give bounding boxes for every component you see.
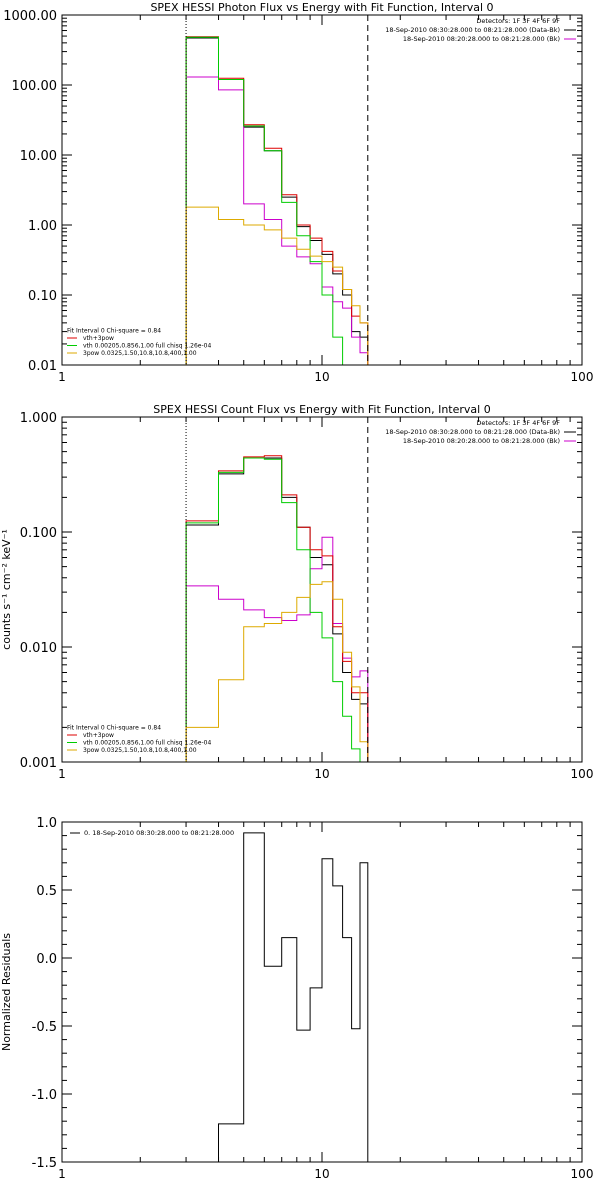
legend-entry: vth 0.00205,0.856,1.00 full chisq 1.26e-… <box>83 343 211 350</box>
y-tick-label: -1.0 <box>32 1088 57 1103</box>
legend-entry: vth+3pow <box>83 732 114 739</box>
series-bk <box>185 76 369 365</box>
x-tick-label: 1 <box>58 1167 66 1181</box>
chart-panel-2: SPEX HESSI Count Flux vs Energy with Fit… <box>0 403 593 781</box>
legend-entry: 3pow 0.0325,1.50,10.8,10.8,400,1.00 <box>83 350 197 357</box>
y-tick-label: -0.5 <box>32 1020 57 1035</box>
y-tick-label: 0.01 <box>28 359 57 374</box>
plot-area <box>185 455 369 762</box>
series-vth-3pow <box>185 36 369 365</box>
plot-area <box>185 36 369 365</box>
y-tick-label: 100.00 <box>12 79 58 94</box>
x-tick-label: 10 <box>314 370 329 384</box>
y-tick-label: 1000.00 <box>3 9 57 24</box>
x-tick-label: 100 <box>571 370 594 384</box>
plot-frame <box>61 416 583 763</box>
series-data-bk <box>185 37 369 365</box>
chart-title: SPEX HESSI Count Flux vs Energy with Fit… <box>153 403 490 416</box>
y-tick-label: 0.100 <box>20 526 57 541</box>
y-tick-label: -1.5 <box>32 1156 57 1171</box>
chart-panel-1: SPEX HESSI Photon Flux vs Energy with Fi… <box>3 1 593 384</box>
plot-frame <box>61 14 583 366</box>
plot-frame <box>61 821 583 1163</box>
y-tick-label: 0.10 <box>28 289 57 304</box>
x-tick-label: 10 <box>314 1167 329 1181</box>
series-0-18-sep-2010-08-30-28-000-to-08-21-28-000 <box>186 832 369 1162</box>
legend-entry: Fit Interval 0 Chi-square = 0.84 <box>67 328 161 335</box>
x-tick-label: 1 <box>58 767 66 781</box>
y-tick-label: 1.000 <box>20 411 57 426</box>
series-data-bk <box>185 457 369 762</box>
chart-title: SPEX HESSI Photon Flux vs Energy with Fi… <box>150 1 493 14</box>
legend-entry: 18-Sep-2010 08:30:28.000 to 08:21:28.000… <box>385 428 560 436</box>
series-vth <box>185 457 368 762</box>
legend-entry: 3pow 0.0325,1.50,10.8,10.8,400,1.00 <box>83 747 197 754</box>
y-tick-label: 1.00 <box>28 219 57 234</box>
legend-entry: vth+3pow <box>83 335 114 342</box>
x-tick-label: 100 <box>571 767 594 781</box>
y-axis-label: Normalized Residuals <box>0 933 13 1051</box>
x-tick-label: 10 <box>314 767 329 781</box>
x-tick-label: 1 <box>58 370 66 384</box>
y-axis-label: counts s⁻¹ cm⁻² keV⁻¹ <box>0 529 13 650</box>
y-tick-label: 0.001 <box>20 756 57 771</box>
series-bk <box>185 536 369 762</box>
legend-entry: 18-Sep-2010 08:20:28.000 to 08:21:28.000… <box>403 437 560 445</box>
x-tick-label: 100 <box>571 1167 594 1181</box>
y-tick-label: 10.00 <box>20 149 57 164</box>
y-tick-label: 1.0 <box>36 816 57 831</box>
legend-entry: Detectors: 1F 3F 4F 6F 9F <box>476 419 560 427</box>
plot-area <box>186 832 369 1162</box>
y-tick-label: 0.010 <box>20 641 57 656</box>
y-tick-label: 0.0 <box>36 952 57 967</box>
series-3pow <box>185 206 369 365</box>
legend-entry: 18-Sep-2010 08:20:28.000 to 08:21:28.000… <box>403 35 560 43</box>
chart-panel-3: Normalized Residuals 1 10 100 -1.5 -1.0 -0.5 0.… <box>0 816 593 1181</box>
legend-entry: Fit Interval 0 Chi-square = 0.84 <box>67 725 161 732</box>
series-3pow <box>185 581 369 762</box>
series-vth <box>185 36 368 365</box>
legend-entry: vth 0.00205,0.856,1.00 full chisq 1.26e-… <box>83 740 211 747</box>
series-vth-3pow <box>185 455 369 762</box>
y-tick-label: 0.5 <box>36 884 57 899</box>
legend-entry: 0. 18-Sep-2010 08:30:28.000 to 08:21:28.… <box>84 829 234 837</box>
legend-entry: Detectors: 1F 3F 4F 6F 9F <box>476 17 560 25</box>
legend-entry: 18-Sep-2010 08:30:28.000 to 08:21:28.000… <box>385 26 560 34</box>
